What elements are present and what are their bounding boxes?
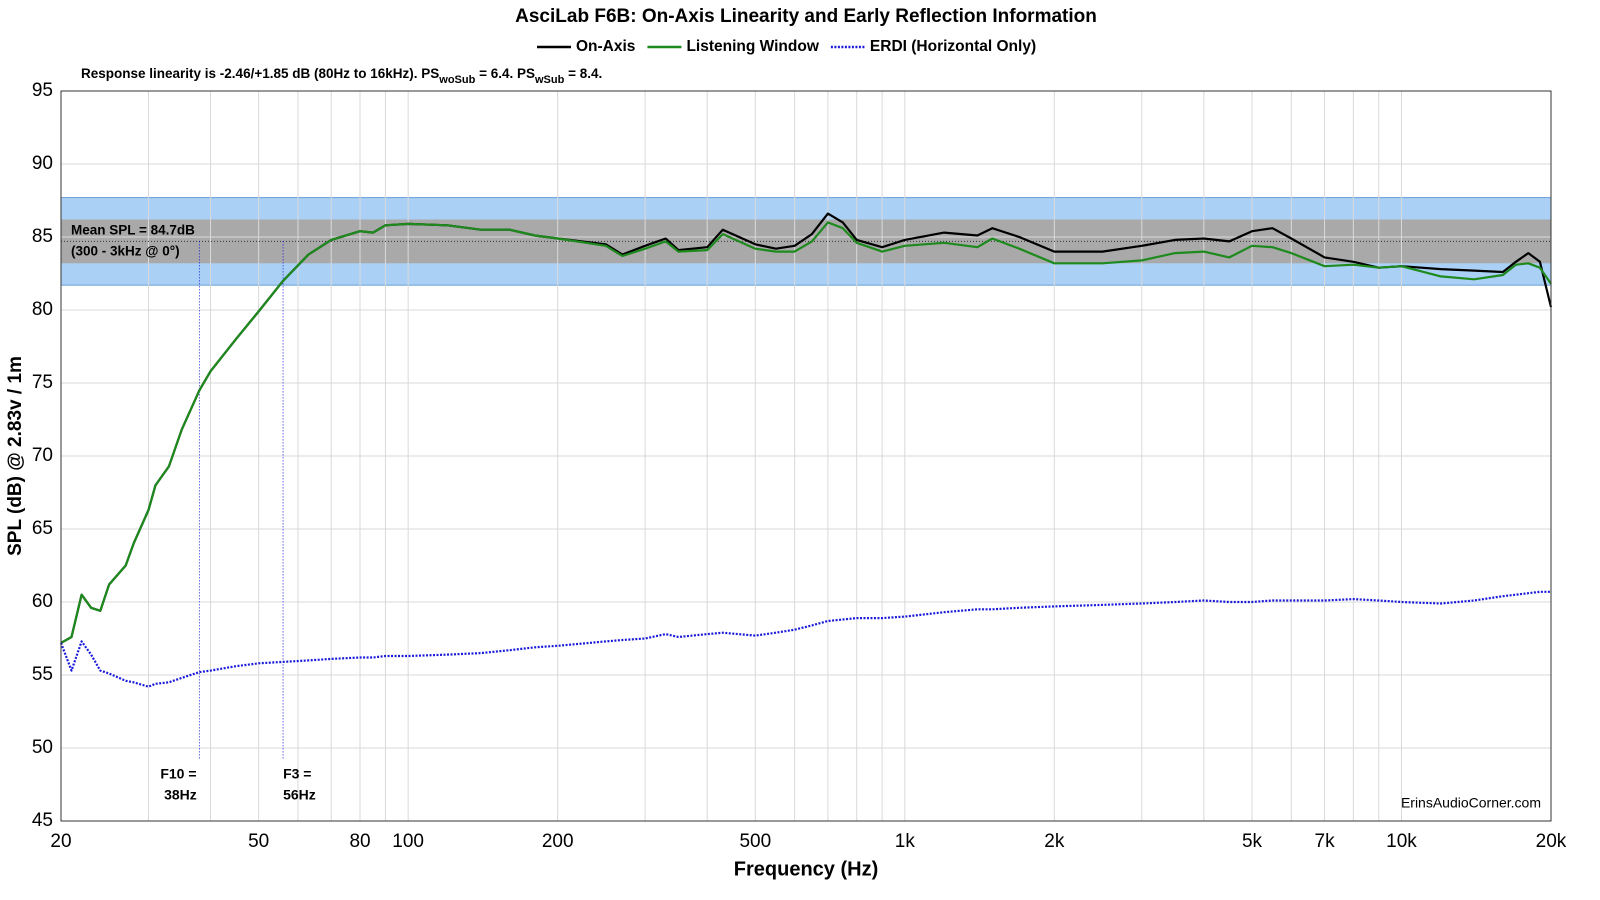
- x-tick-label: 10k: [1386, 831, 1417, 852]
- y-tick-label: 45: [32, 810, 53, 831]
- series-line: [59, 590, 1551, 688]
- x-tick-label: 20: [50, 831, 71, 852]
- plot-frame: [60, 90, 1552, 822]
- y-tick-label: 65: [32, 518, 53, 539]
- y-tick-label: 75: [32, 372, 53, 393]
- y-tick-label: 70: [32, 445, 53, 466]
- y-tick-label: 60: [32, 591, 53, 612]
- subtitle-part: = 8.4.: [564, 66, 602, 81]
- watermark: ErinsAudioCorner.com: [1401, 795, 1541, 811]
- x-tick-label: 7k: [1315, 831, 1336, 852]
- x-tick-label: 1k: [895, 831, 916, 852]
- cutoff-label: F3 =: [283, 766, 311, 782]
- cutoff-label: F10 =: [160, 766, 196, 782]
- x-tick-label: 2k: [1044, 831, 1065, 852]
- x-tick-label: 80: [349, 831, 370, 852]
- x-tick-label: 20k: [1536, 831, 1567, 852]
- legend-label: Listening Window: [686, 38, 819, 55]
- legend-label: On-Axis: [576, 38, 635, 55]
- subtitle-sub: wSub: [534, 74, 565, 86]
- y-tick-label: 50: [32, 737, 53, 758]
- y-tick-label: 85: [32, 226, 53, 247]
- chart-title: AsciLab F6B: On-Axis Linearity and Early…: [515, 6, 1097, 27]
- legend-label: ERDI (Horizontal Only): [870, 38, 1036, 55]
- cutoff-label: 38Hz: [164, 787, 197, 803]
- y-axis-label: SPL (dB) @ 2.83v / 1m: [5, 356, 26, 556]
- x-tick-label: 500: [739, 831, 771, 852]
- subtitle-part: Response linearity is -2.46/+1.85 dB (80…: [81, 66, 439, 81]
- series-line: [60, 221, 1552, 644]
- y-tick-label: 80: [32, 299, 53, 320]
- subtitle-part: = 6.4. PS: [475, 66, 535, 81]
- y-tick-label: 55: [32, 664, 53, 685]
- x-tick-label: 5k: [1242, 831, 1263, 852]
- subtitle-sub: woSub: [438, 74, 475, 86]
- mean-label: (300 - 3kHz @ 0°): [71, 244, 180, 259]
- y-tick-label: 90: [32, 153, 53, 174]
- x-tick-label: 200: [542, 831, 574, 852]
- x-axis-label: Frequency (Hz): [734, 858, 878, 880]
- x-tick-label: 100: [392, 831, 424, 852]
- y-tick-label: 95: [32, 80, 53, 101]
- cutoff-label: 56Hz: [283, 787, 316, 803]
- subtitle: Response linearity is -2.46/+1.85 dB (80…: [81, 66, 602, 86]
- mean-label: Mean SPL = 84.7dB: [71, 223, 195, 238]
- x-tick-label: 50: [248, 831, 269, 852]
